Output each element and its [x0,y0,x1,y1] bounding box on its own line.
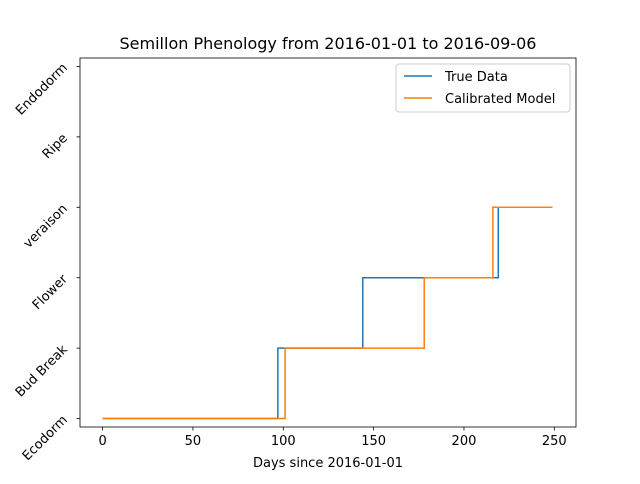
legend-label-0: True Data [444,70,508,85]
x-tick-label: 250 [542,434,567,449]
series-line-0 [102,206,553,420]
chart-title: Semillon Phenology from 2016-01-01 to 20… [120,34,537,53]
legend-label-1: Calibrated Model [445,92,555,107]
legend-box [395,63,571,113]
x-tick-label: 150 [361,434,386,449]
x-axis-label: Days since 2016-01-01 [253,456,403,471]
x-tick-label: 50 [185,434,202,449]
x-tick-label: 100 [271,434,296,449]
x-tick-label: 200 [452,434,477,449]
legend: True Data Calibrated Model [395,63,571,113]
x-tick-label: 0 [98,434,106,449]
series-layer [102,206,553,420]
plot-frame [79,57,577,428]
series-line-1 [102,206,553,420]
